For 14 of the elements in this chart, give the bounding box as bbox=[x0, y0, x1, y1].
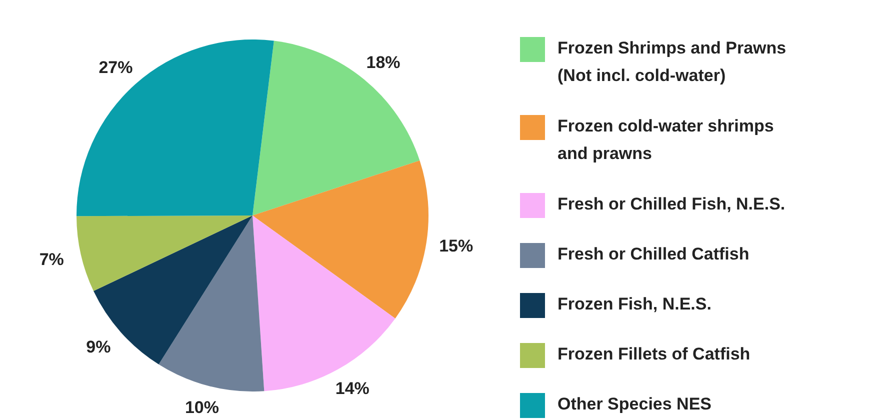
data-label: 18% bbox=[366, 53, 400, 72]
data-label: 15% bbox=[439, 236, 474, 256]
legend-label: Fresh or Chilled Fish, N.E.S. bbox=[558, 194, 786, 214]
data-label: 10% bbox=[184, 398, 219, 417]
legend-label: Frozen Shrimps and Prawns (Not incl. cold-water) bbox=[558, 38, 786, 86]
legend-label: Fresh or Chilled Catfish bbox=[558, 244, 750, 264]
data-label: 7% bbox=[39, 250, 64, 269]
data-label: 27% bbox=[98, 58, 133, 77]
data-label: 14% bbox=[335, 379, 370, 398]
legend-label: Frozen cold-water shrimps and prawns bbox=[558, 116, 774, 164]
legend-label: Other Species NES bbox=[558, 394, 712, 414]
legend-label: Frozen Fillets of Catfish bbox=[558, 344, 750, 364]
legend-label: Frozen Fish, N.E.S. bbox=[558, 294, 712, 314]
data-label: 9% bbox=[86, 337, 111, 356]
